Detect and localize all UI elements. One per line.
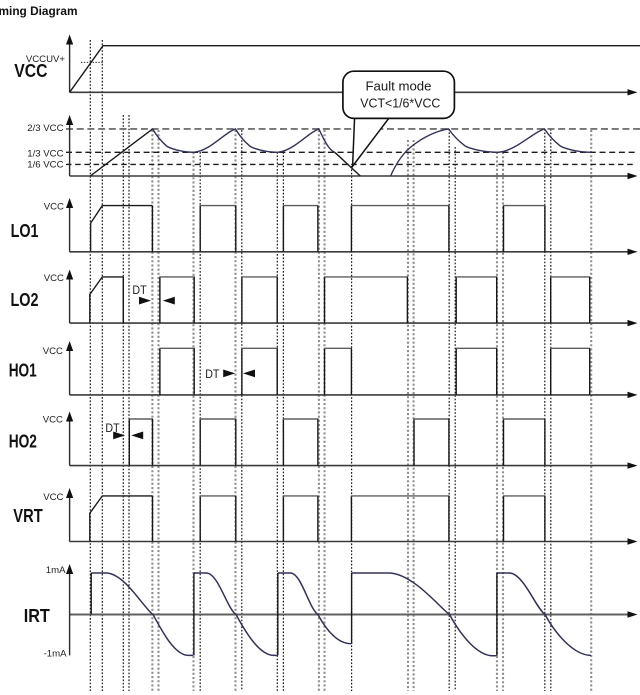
svg-text:LO1: LO1	[11, 221, 39, 241]
svg-text:DT: DT	[132, 283, 147, 297]
svg-text:VRT: VRT	[13, 506, 42, 526]
svg-text:VCT<1/6*VCC: VCT<1/6*VCC	[360, 95, 440, 110]
svg-text:VCCUV+: VCCUV+	[26, 54, 66, 65]
svg-text:-1mA: -1mA	[44, 649, 68, 660]
svg-text:2/3 VCC: 2/3 VCC	[27, 123, 63, 134]
svg-text:LO2: LO2	[11, 290, 39, 310]
svg-text:1/6 VCC: 1/6 VCC	[27, 159, 63, 170]
svg-text:1mA: 1mA	[46, 565, 66, 576]
svg-text:HO1: HO1	[9, 361, 37, 381]
svg-text:VCC: VCC	[43, 492, 63, 503]
svg-text:VCC: VCC	[44, 202, 64, 213]
svg-text:VCC: VCC	[14, 61, 47, 81]
svg-text:VCC: VCC	[43, 415, 63, 426]
svg-text:VCC: VCC	[44, 273, 64, 284]
svg-text:VCC: VCC	[43, 346, 63, 357]
svg-text:HO2: HO2	[9, 431, 37, 451]
svg-text:Fault mode: Fault mode	[366, 79, 432, 94]
svg-text:IRT: IRT	[24, 606, 50, 626]
svg-text:DT: DT	[105, 421, 120, 435]
svg-text:1/3 VCC: 1/3 VCC	[27, 149, 63, 160]
svg-text:DT: DT	[205, 367, 220, 381]
svg-text:ming Diagram: ming Diagram	[0, 4, 78, 18]
